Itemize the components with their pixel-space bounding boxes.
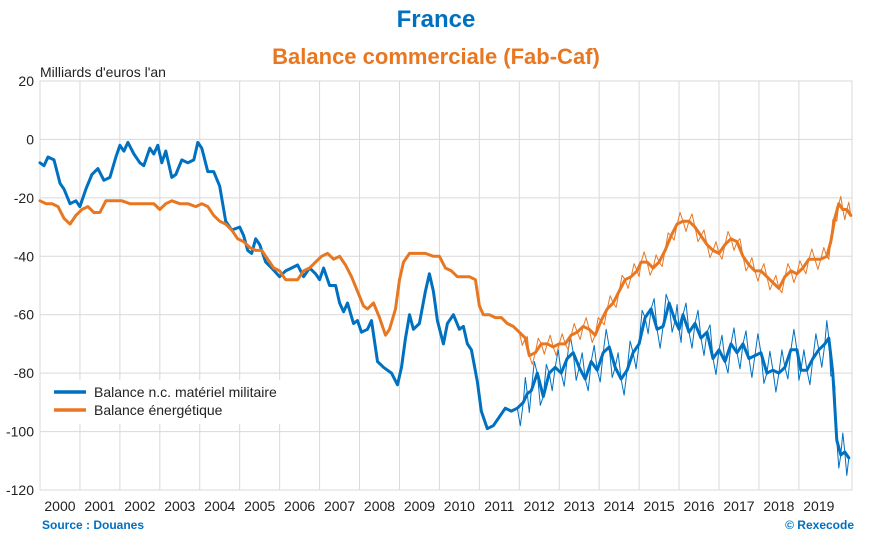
x-tick-label: 2016 (683, 498, 714, 514)
series-line-orange (38, 199, 853, 358)
x-tick-label: 2010 (444, 498, 475, 514)
chart-subtitle: Balance commerciale (Fab-Caf) (272, 44, 600, 69)
x-tick-label: 2007 (324, 498, 355, 514)
x-tick-label: 2009 (404, 498, 435, 514)
x-tick-label: 2015 (644, 498, 675, 514)
x-tick-label: 2019 (803, 498, 834, 514)
x-tick-label: 2004 (204, 498, 235, 514)
x-axis-ticks: 2000 2001 2002 2003 2004 2005 2006 2007 2008 2009… (44, 498, 834, 514)
x-tick-label: 2002 (124, 498, 155, 514)
x-tick-label: 2013 (564, 498, 595, 514)
series-lines (38, 140, 853, 476)
plot-area-frame (39, 80, 853, 491)
x-tick-label: 2008 (364, 498, 395, 514)
legend: Balance n.c. matériel militaire Balance … (50, 380, 312, 424)
series-line-monthly-blue (39, 141, 850, 476)
y-tick-label: 20 (18, 73, 34, 89)
x-tick-label: 2017 (723, 498, 754, 514)
x-tick-label: 2011 (484, 498, 514, 514)
y-axis-unit-label: Milliards d'euros l'an (40, 64, 166, 80)
y-tick-label: -60 (14, 307, 34, 323)
x-tick-label: 2006 (284, 498, 315, 514)
legend-label-blue: Balance n.c. matériel militaire (94, 384, 277, 400)
source-note: Source : Douanes (42, 518, 145, 532)
y-tick-label: -80 (14, 365, 34, 381)
x-tick-label: 2012 (524, 498, 555, 514)
x-tick-label: 2000 (44, 498, 75, 514)
chart-title: France (396, 6, 476, 33)
y-tick-label: -100 (6, 424, 34, 440)
x-tick-label: 2001 (84, 498, 115, 514)
gridlines (39, 80, 853, 491)
y-tick-label: -120 (6, 482, 34, 498)
series-line-blue (38, 140, 851, 460)
y-axis-ticks: 20 0 -20 -40 -60 -80 -100 -120 (6, 73, 34, 498)
y-tick-label: -20 (14, 190, 34, 206)
x-tick-label: 2018 (763, 498, 794, 514)
copyright-note: © Rexecode (785, 518, 854, 532)
y-tick-label: -40 (14, 248, 34, 264)
x-tick-label: 2005 (244, 498, 275, 514)
x-tick-label: 2014 (604, 498, 635, 514)
legend-background (50, 380, 312, 424)
y-tick-label: 0 (26, 131, 34, 147)
x-tick-label: 2003 (164, 498, 195, 514)
legend-label-orange: Balance énergétique (94, 402, 223, 418)
